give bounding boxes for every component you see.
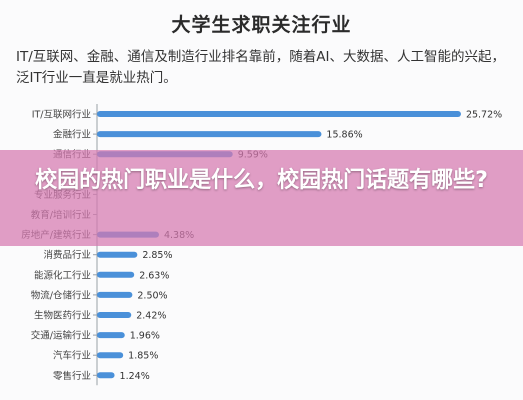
data-label: 2.85% xyxy=(142,250,172,261)
data-label: 2.63% xyxy=(139,270,169,281)
data-label: 15.86% xyxy=(326,130,362,141)
category-label: 物流/仓储行业 xyxy=(31,289,91,301)
bar xyxy=(97,332,125,339)
data-label: 2.50% xyxy=(137,290,167,301)
category-label: 金融行业 xyxy=(53,129,91,141)
bar xyxy=(97,352,124,359)
bar xyxy=(97,271,135,278)
chart-subtitle: IT/互联网、金融、通信及制造行业排名靠前，随着AI、大数据、人工智能的兴起，泛… xyxy=(16,49,505,86)
category-label: 消费品行业 xyxy=(43,249,91,261)
data-label: 1.96% xyxy=(130,331,160,342)
title-banner xyxy=(0,150,523,246)
data-label: 2.42% xyxy=(136,311,166,322)
data-label: 25.72% xyxy=(466,110,502,121)
bar xyxy=(97,372,115,379)
data-label: 1.85% xyxy=(128,351,158,362)
bar xyxy=(97,251,138,258)
category-label: 零售行业 xyxy=(53,370,91,382)
category-label: 交通/运输行业 xyxy=(31,330,91,342)
bar xyxy=(97,312,132,318)
bar xyxy=(97,291,133,298)
banner-text: 校园的热门职业是什么，校园热门话题有哪些? xyxy=(35,168,488,193)
category-label: 生物医药行业 xyxy=(34,310,91,322)
bar xyxy=(97,111,461,117)
category-label: 能源化工行业 xyxy=(34,269,91,281)
chart-title: 大学生求职关注行业 xyxy=(171,14,352,36)
bar xyxy=(97,131,322,138)
category-label: IT/互联网行业 xyxy=(32,109,91,121)
category-label: 汽车行业 xyxy=(53,350,91,362)
data-label: 1.24% xyxy=(120,371,150,382)
